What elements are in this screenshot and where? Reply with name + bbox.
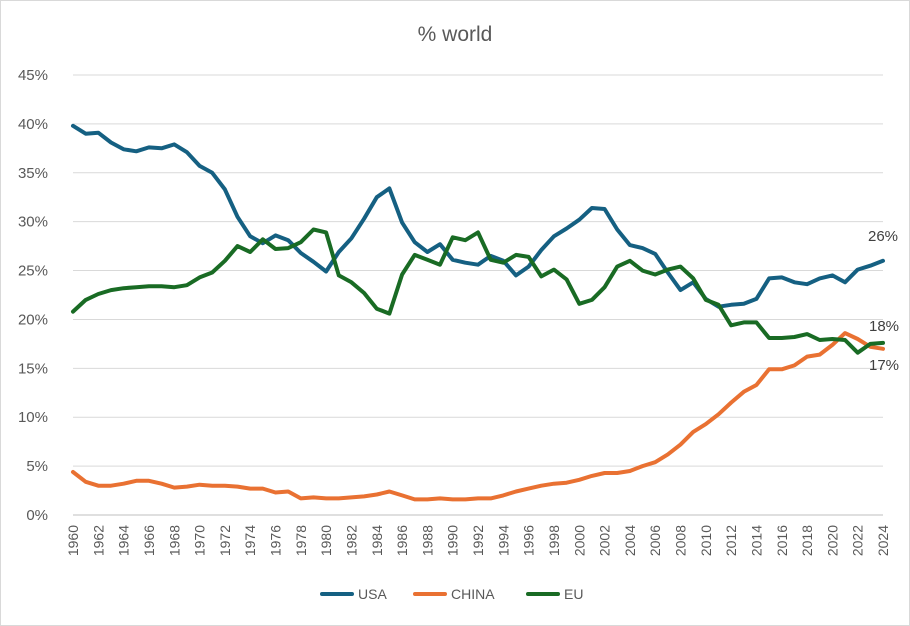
x-tick-label: 1968 [166,525,182,556]
end-label-eu: 18% [869,318,899,335]
x-tick-label: 2020 [824,525,840,556]
x-tick-label: 2010 [698,525,714,556]
gridlines [73,74,883,516]
x-tick-label: 2006 [647,525,663,556]
x-tick-label: 1970 [192,525,208,556]
series-line-china [71,331,885,502]
x-tick-label: 1998 [546,525,562,556]
x-tick-label: 1982 [343,525,359,556]
x-axis-ticks: 1960 1962 1964 1966 1968 1970 1972 1974 1976 1978… [65,525,891,556]
end-label-usa: 26% [868,228,898,245]
legend-label-china: CHINA [451,586,495,602]
x-tick-label: 1974 [242,525,258,556]
x-tick-label: 1992 [470,525,486,556]
legend-label-usa: USA [358,586,387,602]
y-tick-label: 10% [18,409,48,426]
y-tick-label: 5% [26,458,48,475]
y-tick-label: 45% [18,67,48,84]
x-tick-label: 2000 [571,525,587,556]
y-tick-label: 30% [18,214,48,231]
x-tick-label: 2016 [774,525,790,556]
x-tick-label: 1990 [445,525,461,556]
x-tick-label: 1994 [495,525,511,556]
x-tick-label: 1984 [369,525,385,556]
y-tick-label: 40% [18,116,48,133]
x-tick-label: 2022 [850,525,866,556]
x-tick-label: 2014 [748,525,764,556]
x-tick-label: 2008 [673,525,689,556]
x-tick-label: 1962 [90,525,106,556]
x-tick-label: 1966 [141,525,157,556]
x-tick-label: 1978 [293,525,309,556]
y-tick-label: 20% [18,311,48,328]
y-axis-ticks: 0% 5% 10% 15% 20% 25% 30% 35% 40% 45% [18,67,48,524]
end-label-china: 17% [869,357,899,374]
x-tick-label: 1960 [65,525,81,556]
series-line-usa [71,123,885,309]
end-labels: 26% 17% 18% [868,228,899,374]
x-tick-label: 1980 [318,525,334,556]
x-tick-label: 1976 [268,525,284,556]
x-tick-label: 1988 [419,525,435,556]
y-tick-label: 35% [18,165,48,182]
x-tick-label: 2024 [875,525,891,556]
y-tick-label: 0% [26,507,48,524]
chart-title: % world [418,23,493,46]
x-tick-label: 1972 [217,525,233,556]
x-tick-label: 2002 [597,525,613,556]
x-tick-label: 1996 [521,525,537,556]
x-tick-label: 1964 [116,525,132,556]
y-tick-label: 15% [18,360,48,377]
series-line-eu [71,227,885,355]
series-lines [71,123,885,502]
legend-label-eu: EU [564,586,583,602]
x-tick-label: 1986 [394,525,410,556]
x-tick-label: 2012 [723,525,739,556]
y-tick-label: 25% [18,263,48,280]
x-tick-label: 2004 [622,525,638,556]
legend: USA CHINA EU [320,586,583,602]
x-tick-label: 2018 [799,525,815,556]
